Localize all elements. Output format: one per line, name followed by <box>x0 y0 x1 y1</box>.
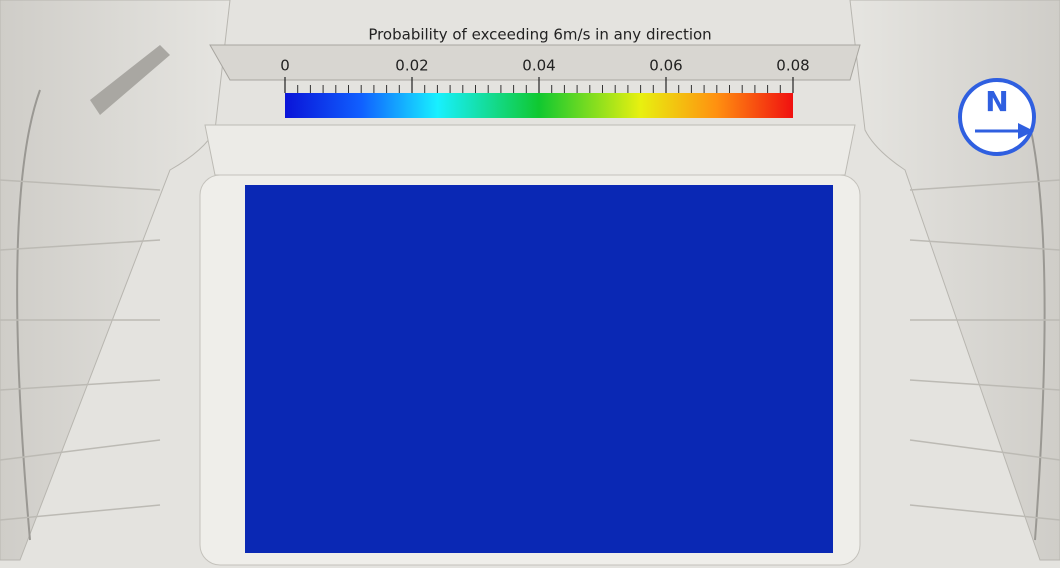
page: {"colorbar": {"title": "Probability of e… <box>0 0 1060 568</box>
compass-label: N <box>985 85 1008 118</box>
pitch-field <box>245 185 833 553</box>
colorbar-title: Probability of exceeding 6m/s in any dir… <box>368 26 711 44</box>
compass: N <box>960 80 1034 154</box>
tick-label: 0.06 <box>649 57 682 75</box>
tick-label: 0.02 <box>395 57 428 75</box>
tick-label: 0.08 <box>776 57 809 75</box>
scene: Probability of exceeding 6m/s in any dir… <box>0 0 1060 568</box>
tick-label: 0.04 <box>522 57 555 75</box>
tick-label: 0 <box>280 57 290 75</box>
colorbar <box>285 93 793 118</box>
